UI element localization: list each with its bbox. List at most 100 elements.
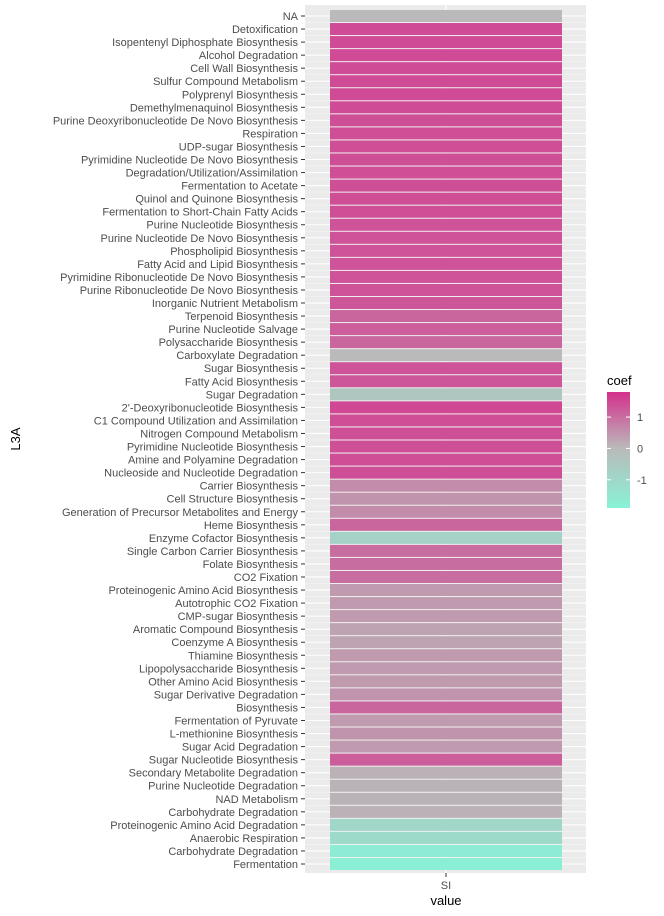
heatmap-tile — [330, 727, 562, 740]
y-tick-label: Autotrophic CO2 Fixation — [175, 598, 298, 610]
y-tick-label: UDP-sugar Biosynthesis — [179, 141, 299, 153]
y-tick-label: L-methionine Biosynthesis — [170, 729, 299, 741]
heatmap-tile — [330, 570, 562, 584]
legend-tick-label: 1 — [637, 412, 643, 424]
heatmap-tile — [330, 296, 562, 310]
y-tick-label: Inorganic Nutrient Metabolism — [152, 298, 298, 310]
heatmap-tile — [330, 453, 562, 466]
heatmap-tile — [330, 597, 562, 610]
heatmap-tile — [330, 623, 562, 636]
y-tick-label: Secondary Metabolite Degradation — [129, 768, 298, 780]
heatmap-tile — [330, 857, 562, 871]
y-tick-label: Purine Nucleotide Biosynthesis — [146, 220, 298, 232]
y-tick-label: Single Carbon Carrier Biosynthesis — [127, 546, 299, 558]
y-tick-label: Fatty Acid and Lipid Biosynthesis — [137, 259, 298, 271]
y-tick-label: Purine Nucleotide Degradation — [148, 781, 298, 793]
heatmap-tile — [330, 492, 562, 505]
heatmap-tile — [330, 818, 562, 831]
y-tick-label: Terpenoid Biosynthesis — [185, 311, 299, 323]
heatmap-tile — [330, 557, 562, 570]
y-tick-label: Sugar Acid Degradation — [182, 742, 298, 754]
y-tick-label: Proteinogenic Amino Acid Degradation — [110, 820, 298, 832]
heatmap-tile — [330, 88, 562, 101]
legend-title: coef — [607, 373, 632, 388]
heatmap-tile — [330, 310, 562, 323]
y-tick-label: Carbohydrate Degradation — [168, 807, 298, 819]
heatmap-tile — [330, 414, 562, 427]
y-tick-label: Phospholipid Biosynthesis — [170, 246, 298, 258]
heatmap-tile — [330, 336, 562, 349]
y-tick-label: Coenzyme A Biosynthesis — [171, 637, 298, 649]
heatmap-tile — [330, 166, 562, 179]
heatmap-tile — [330, 49, 562, 62]
y-tick-label: Polyprenyl Biosynthesis — [182, 89, 299, 101]
y-tick-label: Pyrimidine Nucleotide Biosynthesis — [127, 442, 299, 454]
heatmap-tile — [330, 283, 562, 296]
y-tick-label: NAD Metabolism — [215, 794, 298, 806]
heatmap-tile — [330, 257, 562, 270]
y-tick-label: Fermentation — [233, 859, 298, 871]
y-tick-label: Folate Biosynthesis — [203, 559, 299, 571]
heatmap-tile — [330, 740, 562, 753]
heatmap-tile — [330, 675, 562, 688]
x-axis-title: value — [430, 893, 461, 908]
y-tick-label: Polysaccharide Biosynthesis — [159, 337, 299, 349]
heatmap-tile — [330, 375, 562, 388]
heatmap-tile — [330, 362, 562, 375]
heatmap-tile — [330, 62, 562, 75]
y-tick-label: C1 Compound Utilization and Assimilation — [94, 415, 298, 427]
y-tick-label: Carboxylate Degradation — [176, 350, 298, 362]
heatmap-tile — [330, 127, 562, 140]
heatmap-tile — [330, 36, 562, 49]
y-tick-label: Isopentenyl Diphosphate Biosynthesis — [112, 37, 298, 49]
heatmap-tile — [330, 505, 562, 518]
y-tick-label: Sugar Biosynthesis — [204, 363, 299, 375]
heatmap-tile — [330, 779, 562, 792]
y-tick-label: Nucleoside and Nucleotide Degradation — [104, 468, 298, 480]
heatmap-tile — [330, 440, 562, 453]
y-tick-label: Detoxification — [232, 24, 298, 36]
heatmap-tile — [330, 584, 562, 597]
heatmap-tile — [330, 218, 562, 231]
legend-tick-label: -1 — [637, 475, 647, 487]
heatmap-tile — [330, 75, 562, 88]
y-tick-label: CO2 Fixation — [234, 572, 298, 584]
heatmap-tile — [330, 753, 562, 766]
heatmap-tile — [330, 662, 562, 675]
heatmap-tile — [330, 114, 562, 127]
y-tick-label: Amine and Polyamine Degradation — [128, 455, 298, 467]
heatmap-tile — [330, 192, 562, 205]
y-tick-label: CMP-sugar Biosynthesis — [178, 611, 299, 623]
y-tick-label: 2'-Deoxyribonucleotide Biosynthesis — [122, 402, 299, 414]
y-tick-label: Degradation/Utilization/Assimilation — [126, 168, 298, 180]
heatmap-tile — [330, 323, 562, 336]
y-tick-label: Aromatic Compound Biosynthesis — [133, 624, 299, 636]
heatmap-tiles — [330, 9, 562, 871]
heatmap-tile — [330, 101, 562, 114]
x-axis: SI — [441, 873, 451, 892]
heatmap-tile — [330, 388, 562, 401]
y-tick-label: Other Amino Acid Biosynthesis — [148, 676, 298, 688]
y-tick-label: Thiamine Biosynthesis — [188, 650, 299, 662]
y-tick-label: Purine Nucleotide Salvage — [168, 324, 298, 336]
heatmap-tile — [330, 466, 562, 479]
y-tick-label: Fermentation of Pyruvate — [174, 715, 298, 727]
heatmap-tile — [330, 688, 562, 701]
y-tick-label: Sugar Derivative Degradation — [154, 689, 298, 701]
y-tick-marks — [301, 15, 305, 865]
legend-ticks: 1 0 -1 — [607, 412, 647, 487]
y-tick-label: Enzyme Cofactor Biosynthesis — [149, 533, 299, 545]
y-tick-label: Fatty Acid Biosynthesis — [185, 376, 299, 388]
heatmap-tile — [330, 518, 562, 531]
heatmap-tile — [330, 231, 562, 244]
y-tick-label: Sugar Nucleotide Biosynthesis — [149, 755, 299, 767]
y-tick-label: Anaerobic Respiration — [190, 833, 298, 845]
y-tick-label: Carrier Biosynthesis — [200, 481, 299, 493]
y-tick-label: Cell Structure Biosynthesis — [167, 494, 299, 506]
heatmap-tile — [330, 244, 562, 257]
heatmap-tile — [330, 701, 562, 714]
heatmap-tile — [330, 140, 562, 153]
x-tick-label: SI — [441, 880, 451, 892]
y-tick-label: NA — [283, 11, 299, 23]
